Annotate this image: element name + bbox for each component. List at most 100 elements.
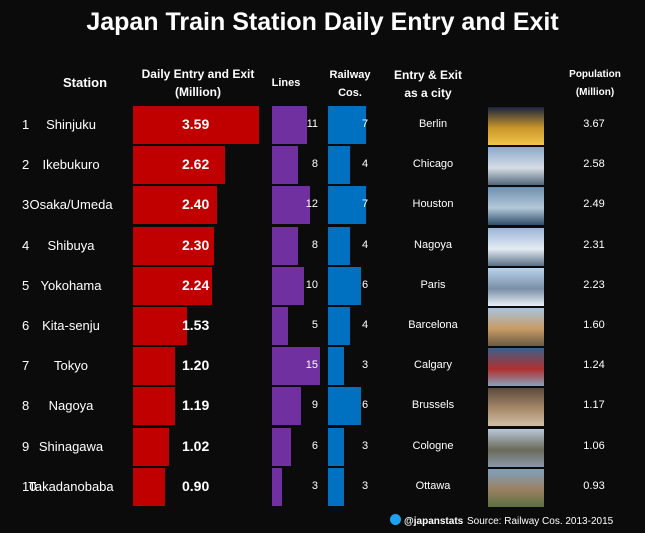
rank-label: 5 — [22, 277, 30, 293]
station-label: Kita-senju — [42, 318, 100, 333]
lines-bar — [272, 106, 307, 144]
population-label: 2.49 — [583, 198, 605, 211]
railway-bar — [328, 307, 350, 345]
railway-bar — [328, 387, 361, 426]
lines-value-label: 5 — [311, 319, 318, 331]
twitter-bird-icon — [390, 514, 401, 525]
header-population: Population (Million) — [569, 69, 621, 98]
city-label: Chicago — [412, 158, 454, 171]
entry-bar — [133, 467, 165, 506]
entry-value-label: 2.24 — [182, 276, 210, 293]
population-label: 1.06 — [583, 439, 605, 452]
railway-value-label: 3 — [361, 439, 369, 452]
railway-bar — [328, 427, 344, 466]
lines-bar — [272, 347, 320, 386]
ottawa-parliament-photo — [488, 468, 544, 507]
entry-bar — [133, 106, 259, 144]
entry-bar — [133, 186, 217, 225]
sagrada-familia-photo — [488, 308, 544, 346]
lines-bar — [272, 146, 298, 185]
railway-value-label: 4 — [361, 158, 369, 171]
entry-value-label: 1.02 — [182, 437, 210, 454]
station-label: Shinagawa — [38, 438, 104, 454]
entry-value-label: 2.62 — [182, 156, 210, 173]
population-label: 3.67 — [583, 118, 605, 130]
chart-title: Japan Train Station Daily Entry and Exit — [86, 8, 559, 36]
station-label: Yokohama — [40, 277, 102, 293]
population-label: 2.58 — [583, 158, 605, 171]
city-label: Nagoya — [414, 238, 452, 251]
station-label: Tokyo — [54, 358, 88, 374]
rank-label: 2 — [22, 157, 30, 173]
entry-value-label: 3.59 — [182, 116, 210, 132]
lines-bar — [272, 266, 304, 305]
population-label: 1.17 — [583, 399, 605, 412]
city-label: Brussels — [411, 399, 455, 412]
railway-bar — [328, 467, 344, 506]
rank-label: 4 — [22, 237, 30, 253]
houston-skyline-photo — [488, 187, 544, 226]
entry-bar — [133, 146, 225, 185]
eiffel-tower-photo — [488, 267, 544, 306]
railway-value-label: 3 — [361, 359, 369, 372]
lines-value-label: 8 — [311, 238, 318, 251]
city-label: Berlin — [418, 118, 448, 130]
railway-value-label: 7 — [361, 118, 369, 130]
rank-label: 8 — [22, 398, 30, 414]
station-label: Nagoya — [48, 398, 94, 414]
lines-bar — [272, 427, 291, 466]
station-label: Shibuya — [47, 237, 95, 253]
station-label: Ikebukuro — [42, 157, 100, 173]
entry-value-label: 0.90 — [182, 477, 210, 494]
rank-label: 10 — [22, 478, 37, 494]
city-label: Paris — [420, 278, 446, 291]
railway-value-label: 7 — [361, 198, 369, 211]
lines-value-label: 8 — [311, 158, 318, 171]
lines-value-label: 3 — [311, 479, 318, 492]
population-label: 1.60 — [583, 319, 605, 331]
header-station: Station — [62, 75, 108, 90]
berlin-gate-photo — [488, 107, 544, 145]
entry-value-label: 2.30 — [182, 236, 210, 253]
rank-label: 6 — [22, 318, 30, 333]
entry-bar — [133, 427, 169, 466]
rank-label: 1 — [22, 117, 30, 132]
population-label: 2.31 — [583, 238, 605, 251]
population-label: 1.24 — [583, 359, 605, 372]
railway-value-label: 3 — [361, 479, 369, 492]
entry-bar — [133, 307, 187, 345]
header-railway: Railway Cos. — [329, 69, 371, 99]
city-label: Houston — [412, 198, 454, 211]
railway-bar — [328, 266, 361, 305]
station-label: Shinjuku — [46, 117, 96, 132]
railway-bar — [328, 106, 366, 144]
brussels-square-photo — [488, 388, 544, 427]
entry-value-label: 1.19 — [182, 397, 210, 414]
rank-label: 9 — [22, 438, 30, 454]
entry-value-label: 2.40 — [182, 196, 210, 213]
twitter-handle: @japanstats — [404, 516, 464, 527]
entry-bar — [133, 226, 214, 265]
entry-bar — [133, 387, 175, 426]
lines-bar — [272, 387, 301, 426]
city-label: Ottawa — [415, 479, 451, 492]
rank-label: 3 — [22, 197, 30, 213]
railway-bar — [328, 226, 350, 265]
entry-value-label: 1.53 — [182, 317, 210, 333]
source-note: Source: Railway Cos. 2013-2015 — [467, 516, 614, 527]
population-label: 0.93 — [583, 479, 605, 492]
city-label: Cologne — [412, 439, 454, 452]
chicago-skyline-photo — [488, 147, 544, 186]
calgary-bridge-photo — [488, 348, 544, 387]
header-city: Entry & Exit as a city — [393, 68, 462, 100]
lines-value-label: 9 — [311, 399, 318, 412]
header-lines: Lines — [271, 77, 301, 89]
entry-bar — [133, 266, 212, 305]
railway-bar — [328, 186, 366, 225]
nagoya-tower-photo — [488, 227, 544, 266]
lines-bar — [272, 186, 310, 225]
header-entry: Daily Entry and Exit (Million) — [141, 67, 255, 99]
railway-value-label: 6 — [361, 278, 369, 291]
lines-value-label: 12 — [305, 198, 318, 211]
rank-label: 7 — [22, 358, 30, 374]
